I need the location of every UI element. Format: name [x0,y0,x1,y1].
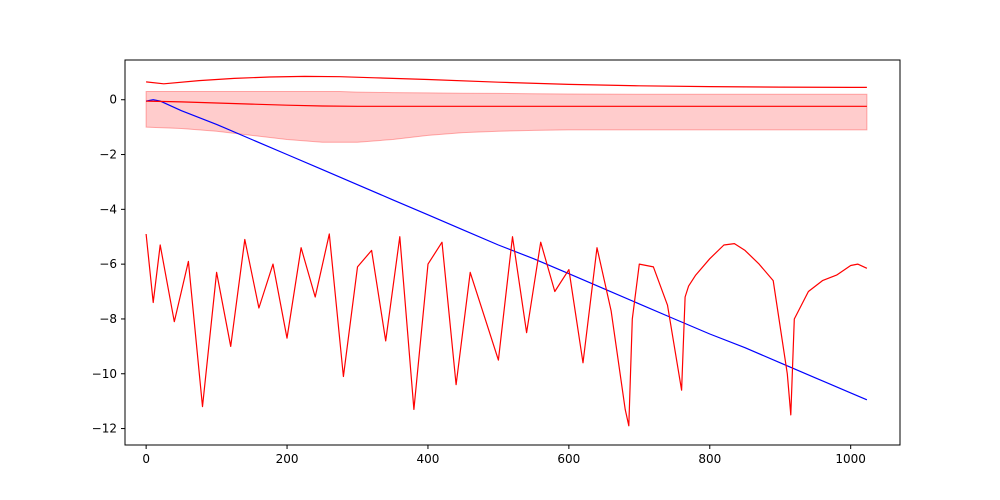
plot-area [145,75,868,427]
y-axis: 0 −2 −4 −6 −8 −10 −12 [92,93,125,436]
series-line-2 [146,75,867,89]
y-tick-label: −12 [92,422,117,436]
x-tick-label: 0 [142,452,150,466]
x-tick-label: 400 [417,452,440,466]
x-tick-label: 1000 [835,452,866,466]
x-tick-label: 200 [276,452,299,466]
series-line-3 [146,100,867,107]
y-tick-label: −8 [99,312,117,326]
series-line-1 [145,233,868,427]
x-tick-label: 800 [698,452,721,466]
y-tick-label: 0 [109,93,117,107]
y-tick-label: −10 [92,367,117,381]
axes-frame [124,59,901,446]
y-tick-label: −2 [99,148,117,162]
y-tick-label: −6 [99,257,117,271]
x-tick-label: 600 [557,452,580,466]
series-line-0 [145,99,868,401]
confidence-band [145,91,868,143]
x-axis: 0 200 400 600 800 1000 [142,445,866,466]
y-tick-label: −4 [99,202,117,216]
